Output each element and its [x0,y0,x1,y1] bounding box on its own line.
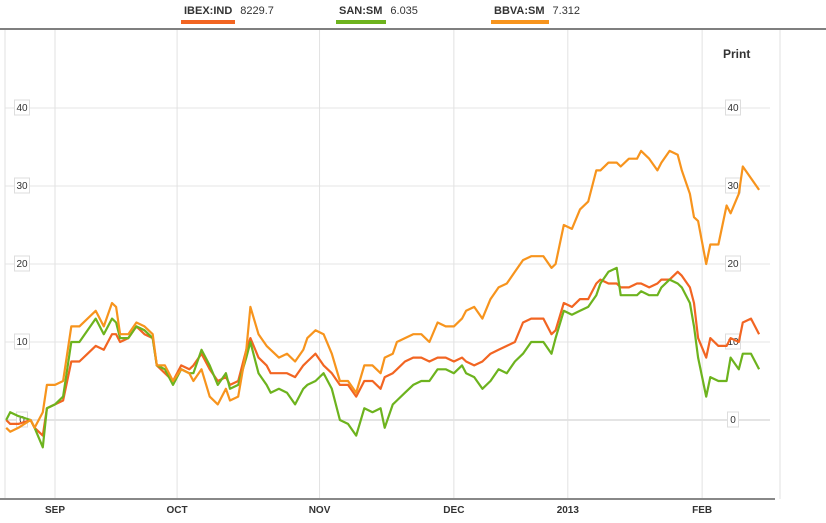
legend-value: 7.312 [552,5,581,17]
y-tick-box [14,177,30,194]
y-tick-label: 0 [19,415,25,426]
legend-ticker: BBVA:SM [494,5,545,17]
series-line-ibex [5,270,761,437]
legend-swatch [181,20,235,24]
series-line-bbva [5,149,761,433]
legend-item-ibex[interactable]: IBEX:IND 8229.7 [181,5,274,24]
legend-ticker: SAN:SM [339,5,383,17]
y-tick-label: 0 [730,415,736,426]
y-tick-label: 10 [16,337,28,348]
y-tick-label: 30 [16,181,28,192]
x-tick-label: DEC [443,505,464,516]
legend-item-bbva[interactable]: BBVA:SM 7.312 [491,5,581,24]
y-tick-label: 20 [727,259,739,270]
y-tick-label: 40 [16,103,28,114]
x-tick-label: SEP [45,505,65,516]
legend-value: 8229.7 [240,5,274,17]
legend-item-san[interactable]: SAN:SM 6.035 [336,5,418,24]
y-tick-box [14,255,30,272]
y-tick-box [725,255,741,272]
y-tick-label: 30 [727,181,739,192]
y-tick-box [14,99,30,116]
print-button[interactable]: Print [723,47,751,61]
y-tick-box [725,333,741,350]
y-tick-box [727,411,739,428]
legend-value: 6.035 [390,5,418,17]
y-tick-label: 40 [727,103,739,114]
legend-swatch [491,20,549,24]
y-tick-box [725,99,741,116]
legend-swatch [336,20,386,24]
series-line-san [5,266,761,449]
x-tick-label: 2013 [557,505,580,516]
x-tick-label: FEB [692,505,712,516]
x-tick-label: NOV [309,505,331,516]
x-tick-label: OCT [167,505,188,516]
y-tick-label: 10 [727,337,739,348]
y-tick-box [14,333,30,350]
y-tick-label: 20 [16,259,28,270]
legend-ticker: IBEX:IND [184,5,233,17]
